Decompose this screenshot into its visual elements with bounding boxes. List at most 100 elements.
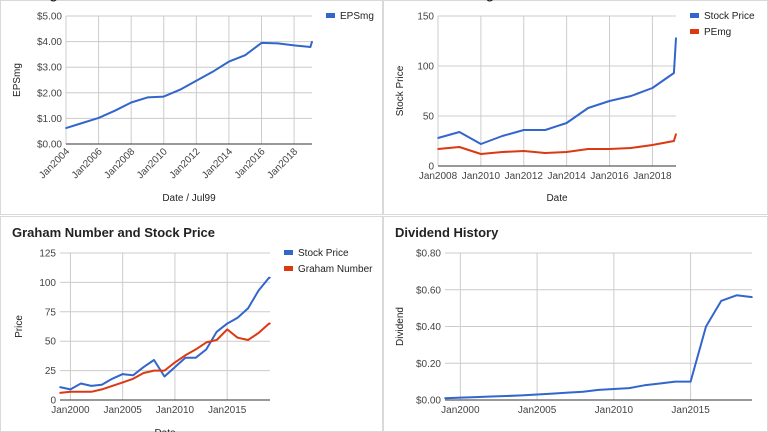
data-point (674, 380, 677, 383)
chart-panel-2: Price and PEmg 0 50 100 150 Jan2008 Jan2010 Jan… (383, 0, 768, 215)
data-point (59, 392, 61, 394)
y-tick-label: $0.80 (416, 249, 441, 260)
series-line-1 (59, 276, 270, 391)
panel-border (0, 0, 383, 215)
y-tick-label: 0 (428, 162, 434, 173)
y-tick-label: $0.40 (416, 322, 441, 333)
data-point (444, 397, 446, 400)
data-point (490, 395, 492, 398)
data-point (536, 393, 538, 396)
x-tick-label: Jan2015 (671, 405, 710, 416)
data-point (505, 395, 508, 397)
data-point (80, 391, 82, 393)
data-point (269, 322, 271, 325)
y-tick-label: 100 (417, 62, 434, 73)
y-tick-label: 100 (39, 278, 56, 289)
x-tick-label: Jan2016 (233, 146, 268, 181)
y-tick-label: $0.00 (37, 140, 62, 151)
series-line-1 (65, 41, 313, 130)
x-axis-label: Date / Jul99 (162, 193, 216, 204)
data-point (437, 137, 439, 139)
data-point (501, 151, 504, 153)
y-tick-label: $0.20 (416, 359, 441, 370)
y-tick-label: 125 (39, 249, 56, 260)
y-axis-label: Price (14, 315, 25, 338)
data-point (121, 381, 124, 384)
y-axis-label: EPSmg (12, 63, 23, 97)
data-point (195, 80, 198, 82)
data-point (205, 341, 208, 344)
y-tick-label: 0 (50, 396, 56, 407)
data-point (309, 46, 312, 48)
data-point (179, 88, 181, 91)
x-tick-label: Jan2010 (595, 405, 634, 416)
y-tick-label: 75 (45, 307, 57, 318)
data-point (81, 122, 84, 124)
data-point (153, 359, 155, 361)
data-point (111, 385, 113, 387)
data-point (458, 146, 461, 148)
y-tick-label: 50 (45, 337, 57, 348)
data-point (174, 361, 176, 364)
data-point (195, 348, 197, 351)
data-point (458, 131, 461, 133)
data-point (582, 390, 584, 393)
data-point (608, 100, 611, 102)
data-point (613, 388, 615, 390)
data-point (146, 96, 149, 99)
x-tick-label: Jan2016 (590, 171, 629, 182)
chart-title: Graham Number and Stock Price (12, 225, 215, 240)
legend-swatch (284, 250, 293, 255)
legend-label: PEmg (704, 27, 731, 38)
data-point (675, 37, 677, 39)
data-point (587, 107, 589, 109)
data-point (247, 339, 249, 341)
data-point (195, 356, 197, 359)
data-point (673, 140, 675, 142)
data-point (659, 382, 661, 385)
x-tick-label: Jan2014 (547, 171, 586, 182)
data-point (142, 366, 145, 368)
series-line-2 (437, 133, 677, 155)
data-point (69, 391, 72, 393)
data-point (565, 151, 568, 153)
x-tick-label: Jan2018 (633, 171, 672, 182)
y-tick-label: $5.00 (37, 12, 62, 23)
x-tick-label: Jan2012 (505, 171, 544, 182)
data-point (521, 394, 523, 397)
y-tick-label: $3.00 (37, 63, 62, 74)
x-tick-label: Jan2006 (70, 146, 105, 181)
data-point (101, 388, 103, 391)
data-point (587, 148, 589, 150)
data-point (236, 316, 239, 319)
x-tick-label: Jan2008 (419, 171, 458, 182)
data-point (132, 374, 134, 377)
legend-swatch (690, 29, 699, 34)
data-point (59, 386, 61, 388)
x-tick-label: Jan2010 (156, 405, 195, 416)
data-point (236, 336, 239, 339)
chart-panel-3: Graham Number and Stock Price 0 25 50 75 100 1… (0, 216, 383, 432)
x-tick-label: Jan2015 (208, 405, 247, 416)
data-point (544, 129, 546, 131)
data-point (293, 44, 295, 47)
data-point (257, 332, 260, 334)
data-point (257, 289, 260, 292)
data-point (174, 366, 176, 368)
y-tick-label: $2.00 (37, 88, 62, 99)
data-point (247, 307, 249, 310)
series-line-1 (437, 37, 677, 145)
y-tick-label: $0.00 (416, 396, 441, 407)
x-tick-label: Jan2000 (51, 405, 90, 416)
data-point (111, 378, 113, 380)
series-line-2 (59, 322, 270, 394)
data-point (114, 109, 116, 112)
y-axis-label: Stock Price (395, 65, 406, 116)
data-point (121, 373, 124, 375)
data-point (480, 143, 482, 145)
legend-label: Graham Number (298, 264, 373, 275)
data-point (244, 54, 246, 56)
x-tick-label: Jan2000 (441, 405, 480, 416)
legend-swatch (690, 13, 699, 18)
